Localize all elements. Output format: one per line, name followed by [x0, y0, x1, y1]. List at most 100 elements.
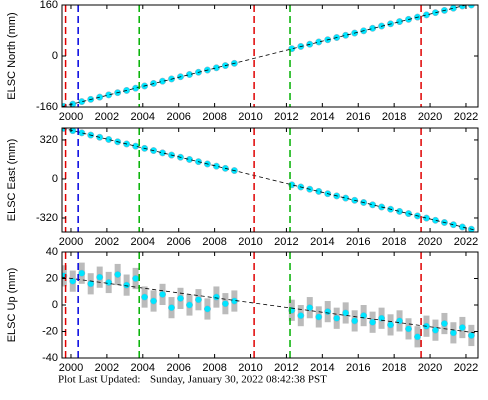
plot-area [62, 262, 476, 348]
x-tick-label: 2008 [202, 111, 226, 123]
data-point [315, 38, 323, 46]
data-point [306, 304, 314, 312]
data-point [159, 149, 166, 157]
y-tick-label: 320 [40, 134, 58, 146]
data-point [150, 297, 158, 305]
data-point [360, 312, 368, 320]
data-point [396, 207, 403, 215]
data-point [449, 5, 457, 12]
data-point [195, 296, 202, 304]
data-point [212, 162, 220, 170]
data-point [423, 214, 430, 222]
x-tick-label: 2020 [418, 236, 442, 248]
data-point [212, 64, 220, 72]
data-point [378, 314, 386, 322]
data-point [467, 332, 475, 339]
y-tick-label: 0 [52, 173, 58, 185]
data-point [342, 194, 350, 202]
data-point [315, 187, 323, 195]
data-point [440, 320, 448, 327]
x-tick-label: 2004 [131, 111, 155, 123]
data-point [449, 329, 457, 337]
data-point [431, 326, 439, 334]
x-tick-label: 2002 [95, 111, 119, 123]
data-point [423, 11, 430, 19]
x-tick-label: 2022 [454, 236, 478, 248]
footer-timestamp: Sunday, January 30, 2022 08:42:38 PST [150, 374, 327, 386]
y-tick-label: -20 [42, 325, 58, 337]
x-tick-label: 2016 [346, 362, 370, 374]
x-tick-label: 2002 [95, 236, 119, 248]
y-axis-label: ELSC Up (mm) [6, 268, 18, 343]
data-point [369, 201, 377, 209]
x-tick-label: 2016 [346, 111, 370, 123]
x-tick-label: 2020 [418, 362, 442, 374]
x-tick-label: 2014 [310, 111, 334, 123]
data-point [78, 98, 86, 106]
data-point [78, 269, 86, 277]
data-point [69, 277, 77, 285]
plot-frame [61, 127, 479, 233]
data-point [414, 333, 421, 341]
data-point [405, 210, 412, 218]
x-tick-label: 2002 [95, 362, 119, 374]
data-point [212, 293, 220, 301]
data-point [369, 318, 377, 326]
data-point [458, 5, 466, 10]
footer-label: Plot Last Updated: [58, 374, 141, 386]
y-tick-label: -320 [36, 212, 58, 224]
x-tick-label: 2006 [166, 111, 190, 123]
y-tick-label: -40 [42, 352, 58, 364]
x-tick-label: 2020 [418, 111, 442, 123]
data-point [351, 317, 359, 325]
x-tick-label: 2014 [310, 236, 334, 248]
x-tick-label: 2000 [59, 111, 83, 123]
x-tick-label: 2022 [454, 362, 478, 374]
x-tick-label: 2010 [238, 111, 262, 123]
y-tick-label: -160 [36, 101, 58, 113]
x-tick-label: 2018 [382, 236, 406, 248]
x-tick-label: 2010 [238, 236, 262, 248]
data-point [105, 136, 113, 143]
data-point [168, 304, 175, 312]
data-point [396, 317, 403, 325]
data-point [141, 293, 149, 301]
x-tick-label: 2006 [166, 362, 190, 374]
data-point [342, 309, 350, 317]
x-tick-label: 2008 [202, 362, 226, 374]
data-point [458, 223, 466, 231]
data-point [186, 71, 193, 78]
data-point [132, 142, 140, 150]
y-axis-label: ELSC North (mm) [6, 12, 18, 99]
data-point [221, 300, 229, 308]
data-point [333, 314, 341, 322]
data-point [405, 325, 412, 333]
data-point [159, 290, 166, 298]
y-tick-label: 0 [52, 50, 58, 62]
x-tick-label: 2012 [274, 236, 298, 248]
data-point [132, 275, 140, 282]
y-tick-label: 0 [52, 299, 58, 311]
x-tick-label: 2022 [454, 111, 478, 123]
x-tick-label: 2006 [166, 236, 190, 248]
x-tick-label: 2018 [382, 111, 406, 123]
data-point [105, 91, 113, 99]
model-line [62, 5, 468, 107]
data-point [324, 308, 332, 316]
data-point [78, 129, 86, 137]
model-line [62, 128, 476, 231]
x-tick-label: 2012 [274, 111, 298, 123]
data-point [467, 5, 475, 9]
data-point [203, 305, 211, 313]
y-tick-label: 40 [46, 246, 58, 258]
x-tick-label: 2004 [131, 362, 155, 374]
data-point [342, 31, 350, 39]
x-tick-label: 2016 [346, 236, 370, 248]
data-point [369, 24, 377, 32]
data-point [177, 294, 184, 302]
x-tick-label: 2004 [131, 236, 155, 248]
x-tick-label: 2000 [59, 236, 83, 248]
data-point [186, 156, 193, 163]
y-tick-label: 20 [46, 272, 58, 284]
